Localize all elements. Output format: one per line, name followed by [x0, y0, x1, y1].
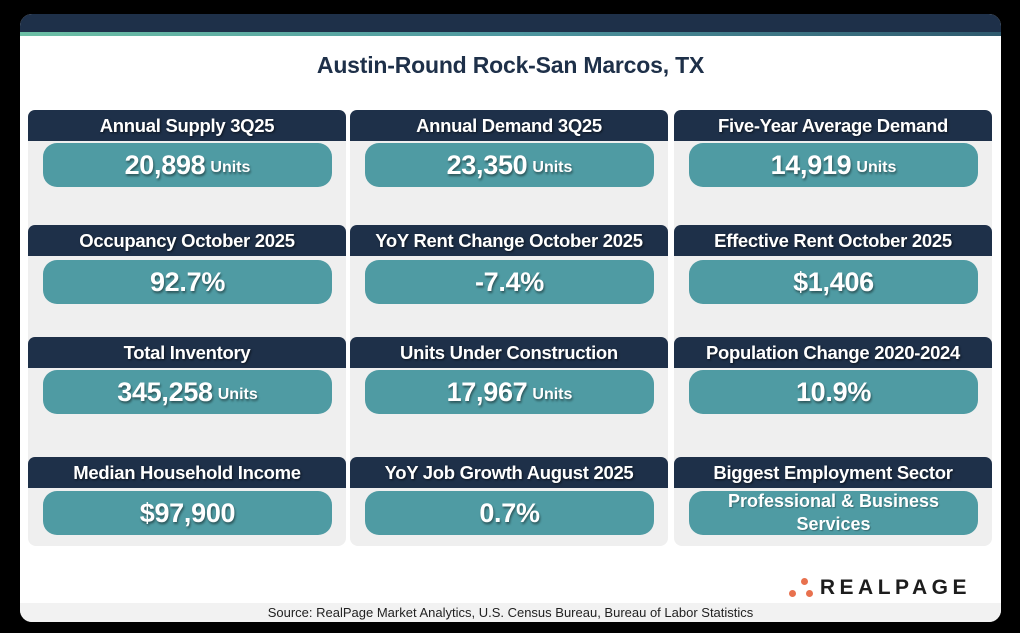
value-number: 14,919 [770, 149, 852, 180]
metric-value-yoy-rent-change: -7.4% [365, 260, 654, 304]
value-unit: Units [210, 159, 251, 176]
metric-value-five-year-demand: 14,919 Units [689, 143, 978, 187]
metric-label-yoy-job-growth: YoY Job Growth August 2025 [350, 457, 668, 488]
value-number: 345,258 [117, 376, 213, 407]
realpage-dots-icon [788, 577, 818, 599]
metrics-column-2: Annual Demand 3Q25 23,350 Units YoY Rent … [350, 110, 668, 546]
value-unit: Units [532, 159, 573, 176]
page-title: Austin-Round Rock-San Marcos, TX [316, 52, 705, 78]
metric-label-effective-rent: Effective Rent October 2025 [674, 225, 992, 256]
metric-label-five-year-demand: Five-Year Average Demand [674, 110, 992, 141]
metric-value-employment-sector: Professional & Business Services [689, 491, 978, 535]
value-text: Professional & Business Services [727, 491, 940, 534]
metric-value-yoy-job-growth: 0.7% [365, 491, 654, 535]
metric-label-median-income: Median Household Income [28, 457, 346, 488]
metric-value-total-inventory: 345,258 Units [43, 370, 332, 414]
value-number: 92.7% [149, 266, 226, 297]
metrics-column-3: Five-Year Average Demand 14,919 Units Eff… [674, 110, 992, 546]
metric-label-annual-supply: Annual Supply 3Q25 [28, 110, 346, 141]
metric-label-population-change: Population Change 2020-2024 [674, 337, 992, 368]
accent-stripe [20, 32, 1001, 36]
metric-label-occupancy: Occupancy October 2025 [28, 225, 346, 256]
metric-value-effective-rent: $1,406 [689, 260, 978, 304]
value-number: -7.4% [474, 266, 545, 297]
metrics-column-1: Annual Supply 3Q25 20,898 Units Occupancy… [28, 110, 346, 546]
value-number: 23,350 [446, 149, 528, 180]
metric-value-annual-demand: 23,350 Units [365, 143, 654, 187]
top-bar [20, 14, 1001, 32]
value-unit: Units [532, 386, 573, 403]
value-number: $1,406 [793, 266, 874, 297]
value-number: 17,967 [446, 376, 528, 407]
metric-value-population-change: 10.9% [689, 370, 978, 414]
metric-label-units-under-construction: Units Under Construction [350, 337, 668, 368]
realpage-logo: REALPAGE [788, 576, 971, 600]
value-number: 20,898 [124, 149, 206, 180]
brand-name: REALPAGE [819, 576, 971, 599]
metric-label-employment-sector: Biggest Employment Sector [674, 457, 992, 488]
metric-label-annual-demand: Annual Demand 3Q25 [350, 110, 668, 141]
value-number: 0.7% [479, 497, 540, 528]
metric-value-units-under-construction: 17,967 Units [365, 370, 654, 414]
value-unit: Units [856, 159, 897, 176]
metric-label-total-inventory: Total Inventory [28, 337, 346, 368]
metric-value-occupancy: 92.7% [43, 260, 332, 304]
value-number: 10.9% [795, 376, 872, 407]
source-footnote: Source: RealPage Market Analytics, U.S. … [20, 603, 1001, 622]
metric-value-median-income: $97,900 [43, 491, 332, 535]
infographic-card: Austin-Round Rock-San Marcos, TX Annual … [20, 14, 1001, 622]
value-number: $97,900 [139, 497, 236, 528]
metric-value-annual-supply: 20,898 Units [43, 143, 332, 187]
metric-label-yoy-rent-change: YoY Rent Change October 2025 [350, 225, 668, 256]
value-unit: Units [217, 386, 258, 403]
